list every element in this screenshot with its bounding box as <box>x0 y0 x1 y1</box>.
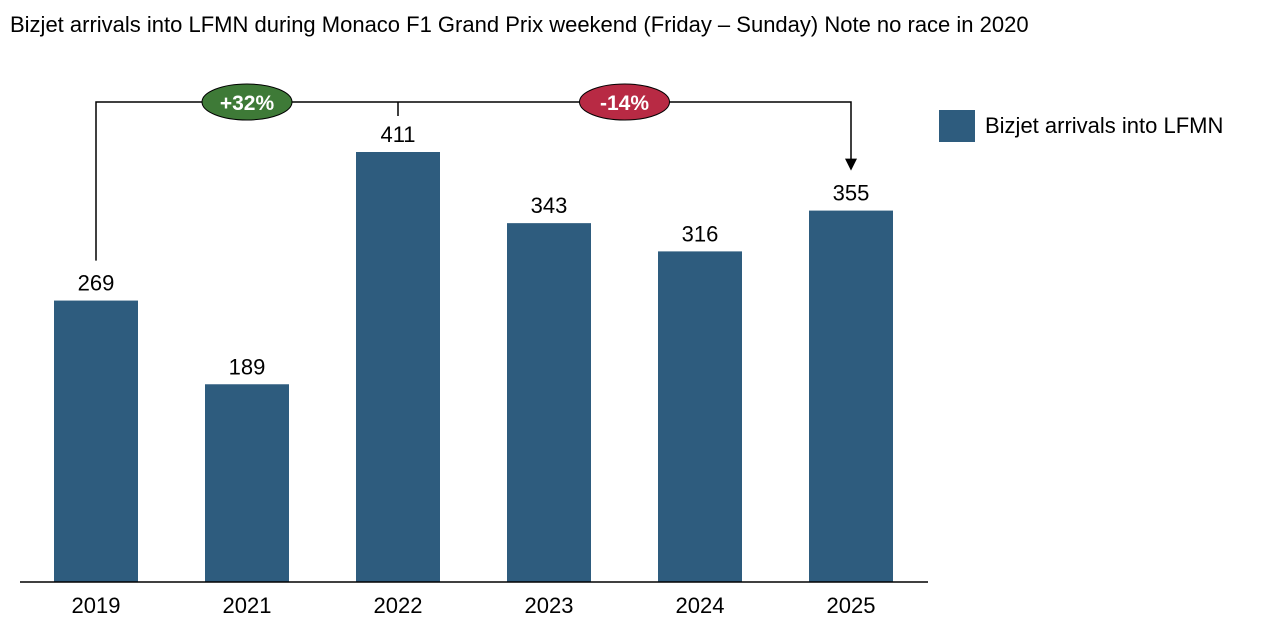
data-label-2024: 316 <box>682 221 719 246</box>
annotation-layer: +32% -14% <box>95 83 857 261</box>
change-badge-1 <box>201 83 293 121</box>
comparison-connector-line <box>95 101 852 261</box>
bar-chart: 269 189 411 343 316 355 +32% -14% 2019 2021 2022… <box>20 83 928 618</box>
legend-label: Bizjet arrivals into LFMN <box>985 113 1224 138</box>
x-tick-label-2023: 2023 <box>525 593 574 618</box>
legend: Bizjet arrivals into LFMN <box>939 110 1223 142</box>
bar-2019 <box>54 300 138 582</box>
bars-layer <box>54 152 893 582</box>
legend-swatch <box>939 110 975 142</box>
chart-title: Bizjet arrivals into LFMN during Monaco … <box>10 12 1029 37</box>
x-tick-labels-layer: 2019 2021 2022 2023 2024 2025 <box>72 593 876 618</box>
data-label-2025: 355 <box>833 181 870 206</box>
data-label-2023: 343 <box>531 193 568 218</box>
x-tick-label-2022: 2022 <box>374 593 423 618</box>
data-labels-layer: 269 189 411 343 316 355 <box>78 122 870 379</box>
data-label-2019: 269 <box>78 271 115 296</box>
bar-2021 <box>205 384 289 582</box>
bar-2025 <box>809 210 893 582</box>
data-label-2022: 411 <box>380 122 415 147</box>
arrow-down-icon <box>845 158 857 171</box>
x-tick-label-2021: 2021 <box>223 593 272 618</box>
change-badge-label-2: -14% <box>600 92 649 115</box>
data-label-2021: 189 <box>229 354 266 379</box>
x-tick-label-2019: 2019 <box>72 593 121 618</box>
x-tick-label-2025: 2025 <box>827 593 876 618</box>
change-badge-2 <box>579 83 670 121</box>
x-tick-label-2024: 2024 <box>676 593 725 618</box>
bar-2024 <box>658 251 742 582</box>
bar-2022 <box>356 152 440 582</box>
bar-2023 <box>507 223 591 582</box>
change-badge-label-1: +32% <box>220 92 275 115</box>
